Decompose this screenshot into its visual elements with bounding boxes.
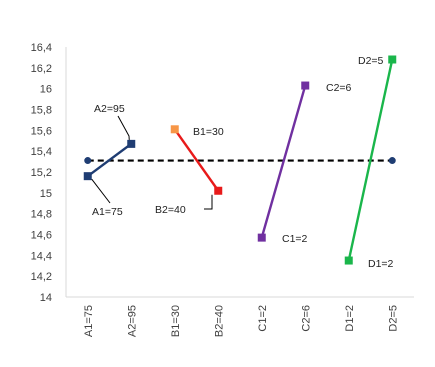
- label-leader-line: [117, 115, 130, 140]
- y-tick-label: 14,6: [31, 230, 52, 242]
- y-tick-label: 15: [40, 188, 52, 200]
- data-point-marker: [388, 55, 397, 64]
- y-tick-label: 14: [40, 292, 52, 304]
- data-point-marker: [257, 233, 266, 242]
- series-line: [173, 128, 220, 192]
- series-line: [347, 59, 394, 261]
- label-leader-line: [91, 178, 111, 204]
- y-tick-label: 16,2: [31, 63, 52, 75]
- series-line: [87, 142, 132, 178]
- series-line: [260, 85, 307, 238]
- reference-end-marker: [84, 157, 92, 165]
- x-tick-label: A1=75: [83, 305, 95, 337]
- x-tick-label: C2=6: [300, 305, 312, 332]
- x-tick-label: A2=95: [126, 305, 138, 337]
- y-tick-label: 15,2: [31, 167, 52, 179]
- data-point-marker: [214, 186, 223, 195]
- data-point-label: D2=5: [358, 55, 384, 67]
- y-tick-label: 16,4: [31, 42, 52, 54]
- y-tick-label: 15,8: [31, 105, 52, 117]
- x-tick-label: B1=30: [170, 305, 182, 337]
- data-point-label: A1=75: [92, 206, 123, 218]
- reference-end-marker: [388, 157, 396, 165]
- data-point-marker: [170, 125, 179, 134]
- x-tick-label: C1=2: [257, 305, 269, 332]
- data-point-marker: [127, 139, 136, 148]
- data-point-label: C2=6: [326, 82, 352, 94]
- y-tick-label: 15,4: [31, 146, 52, 158]
- y-tick-label: 14,8: [31, 209, 52, 221]
- data-point-label: B2=40: [155, 204, 186, 216]
- label-leader-line: [204, 194, 213, 210]
- x-tick-label: D1=2: [344, 305, 356, 332]
- y-tick-label: 14,4: [31, 250, 52, 262]
- data-point-marker: [83, 172, 92, 181]
- x-tick-label: D2=5: [387, 305, 399, 332]
- data-point-marker: [301, 81, 310, 90]
- y-tick-label: 15,6: [31, 125, 52, 137]
- data-point-label: B1=30: [193, 126, 224, 138]
- x-tick-label: B2=40: [213, 305, 225, 337]
- data-point-marker: [344, 256, 353, 265]
- y-tick-label: 14,2: [31, 271, 52, 283]
- data-point-label: C1=2: [282, 233, 308, 245]
- data-point-label: A2=95: [94, 103, 125, 115]
- data-point-label: D1=2: [368, 258, 394, 270]
- y-tick-label: 16: [40, 84, 52, 96]
